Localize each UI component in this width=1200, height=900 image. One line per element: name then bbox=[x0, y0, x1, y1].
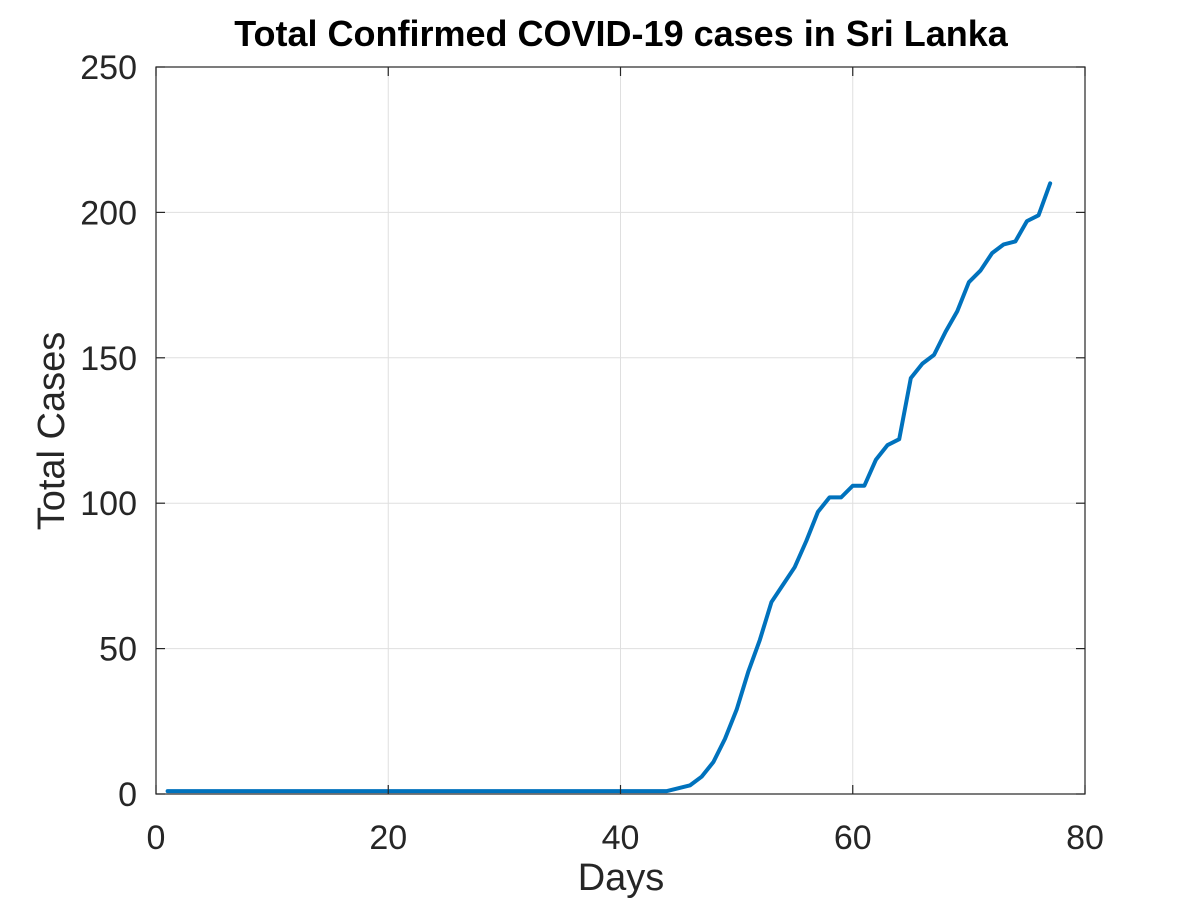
x-tick-label: 80 bbox=[1066, 819, 1104, 857]
series-line bbox=[165, 181, 1053, 794]
y-tick-label: 50 bbox=[99, 631, 137, 669]
y-tick-label: 250 bbox=[80, 49, 137, 87]
grid bbox=[155, 66, 1086, 795]
x-tick-label: 40 bbox=[602, 819, 640, 857]
x-tick-labels: 0 20 40 60 80 bbox=[147, 819, 1104, 857]
y-tick-label: 200 bbox=[80, 194, 137, 232]
ticks bbox=[155, 66, 1086, 795]
y-axis-label: Total Cases bbox=[31, 332, 73, 531]
y-tick-label: 0 bbox=[118, 776, 137, 814]
y-tick-label: 150 bbox=[80, 340, 137, 378]
y-tick-labels: 0 50 100 150 200 250 bbox=[80, 49, 137, 814]
x-tick-label: 0 bbox=[147, 819, 166, 857]
x-axis-label: Days bbox=[578, 857, 665, 899]
y-tick-label: 100 bbox=[80, 485, 137, 523]
x-tick-label: 60 bbox=[834, 819, 872, 857]
series-group bbox=[165, 181, 1053, 794]
x-tick-label: 20 bbox=[369, 819, 407, 857]
chart-title: Total Confirmed COVID-19 cases in Sri La… bbox=[234, 13, 1009, 54]
